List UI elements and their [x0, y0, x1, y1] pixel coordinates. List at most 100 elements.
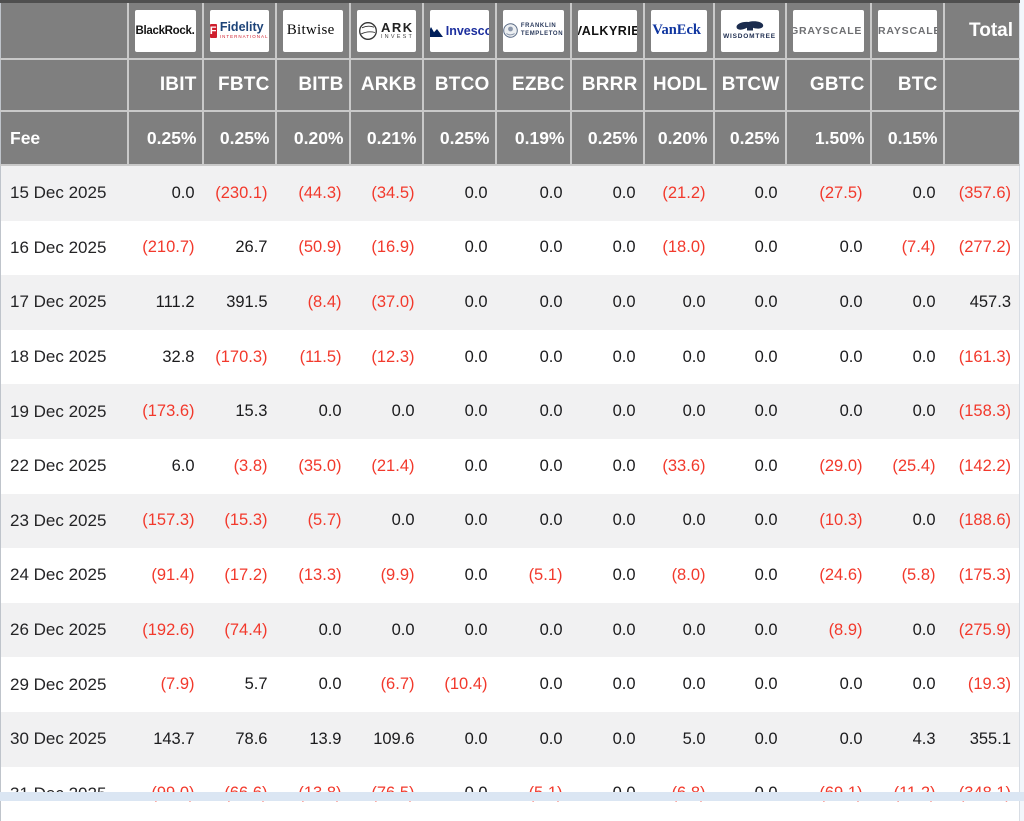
issuer-cell: Invesco — [422, 1, 497, 60]
franklin-portrait-icon — [503, 23, 518, 38]
flow-cell: (8.0) — [643, 548, 714, 603]
fidelity-logo: F Fidelity INTERNATIONAL — [209, 9, 269, 52]
fidelity-wordmark: Fidelity INTERNATIONAL — [220, 21, 269, 40]
ark-wordmark: ARK INVEST — [381, 21, 414, 41]
total-flow-cell: (161.3) — [943, 329, 1020, 385]
flow-cell: (5.7) — [275, 493, 350, 549]
flow-cell: 0.0 — [570, 493, 644, 549]
bitwise-logo: Bitwise ® — [282, 9, 343, 52]
flow-cell: 0.0 — [495, 602, 571, 658]
flow-cell: 0.0 — [870, 384, 944, 439]
page-background-strip — [0, 792, 1024, 801]
flow-cell: 0.0 — [570, 438, 644, 494]
ark-invest-label: INVEST — [380, 33, 415, 40]
flow-cell: (37.0) — [349, 275, 423, 330]
flow-cell: (192.6) — [127, 602, 203, 658]
flow-cell: (35.0) — [275, 438, 350, 494]
flow-cell: 109.6 — [349, 711, 423, 767]
flow-cell: (15.3) — [202, 493, 276, 549]
date-cell: 29 Dec 2025 — [0, 657, 128, 712]
flow-cell: 0.0 — [713, 384, 786, 439]
wisdomtree-name: WISDOMTREE — [723, 33, 776, 41]
flow-cell: 0.0 — [643, 602, 714, 658]
flow-cell: 0.0 — [643, 329, 714, 385]
fee-ARKB: 0.21% — [349, 111, 424, 166]
total-flow-cell: 355.1 — [943, 711, 1020, 767]
date-cell: 26 Dec 2025 — [0, 602, 128, 658]
flow-cell: 0.0 — [570, 275, 644, 330]
flow-cell: 0.0 — [570, 165, 644, 221]
total-flow-cell: (275.9) — [943, 602, 1020, 658]
flow-cell: 0.0 — [570, 711, 644, 767]
fee-IBIT: 0.25% — [127, 111, 204, 166]
valkyrie-logo: VALKYRIE — [577, 9, 637, 52]
ticker-BTCW: BTCW — [713, 59, 787, 112]
trademark-mark: ® — [862, 28, 863, 33]
flow-cell: 6.0 — [127, 438, 203, 494]
flow-cell: 32.8 — [127, 329, 203, 385]
flow-cell: 0.0 — [785, 329, 871, 385]
fee-BITB: 0.20% — [275, 111, 351, 166]
flow-cell: 0.0 — [870, 493, 944, 549]
flow-cell: (210.7) — [127, 220, 203, 276]
issuer-cell: GRAYSCALE® — [785, 1, 872, 60]
flow-cell: 0.0 — [495, 220, 571, 276]
valkyrie-wordmark: VALKYRIE — [577, 23, 637, 38]
date-cell: 22 Dec 2025 — [0, 438, 128, 494]
flow-cell: 15.3 — [202, 384, 276, 439]
fee-row: Fee 0.25% 0.25% 0.20% 0.21% 0.25% 0.19% 0.25% 0.… — [0, 111, 1020, 166]
total-header: Total — [943, 1, 1020, 60]
ticker-BRRR: BRRR — [570, 59, 645, 112]
date-cell: 16 Dec 2025 — [0, 220, 128, 276]
flow-cell: 0.0 — [785, 657, 871, 712]
flow-cell: (21.4) — [349, 438, 423, 494]
ticker-IBIT: IBIT — [127, 59, 204, 112]
flow-cell: 0.0 — [422, 275, 496, 330]
flow-cell: 0.0 — [713, 711, 786, 767]
fidelity-name: Fidelity — [219, 20, 264, 35]
fee-BTC: 0.15% — [870, 111, 945, 166]
flow-cell: 0.0 — [349, 384, 423, 439]
vaneck-logo: VanEck ® — [650, 9, 707, 52]
franklin-line: FRANKLIN — [520, 23, 557, 30]
flow-cell: (27.5) — [785, 165, 871, 221]
fidelity-international-label: INTERNATIONAL — [219, 34, 269, 40]
ticker-FBTC: FBTC — [202, 59, 277, 112]
flow-cell: (8.4) — [275, 275, 350, 330]
flow-cell: 143.7 — [127, 711, 203, 767]
date-cell: 24 Dec 2025 — [0, 548, 128, 603]
table-row: 22 Dec 2025 6.0 (3.8) (35.0) (21.4) 0.0 0.0 0.0… — [0, 438, 1020, 494]
flow-cell: (17.2) — [202, 548, 276, 603]
table-row: 16 Dec 2025 (210.7) 26.7 (50.9) (16.9) 0.0 0.0… — [0, 220, 1020, 276]
flow-cell: 0.0 — [713, 438, 786, 494]
flow-cell: 0.0 — [570, 220, 644, 276]
flow-cell: (91.4) — [127, 548, 203, 603]
issuer-cell: F Fidelity INTERNATIONAL — [202, 1, 277, 60]
total-flow-cell: 457.3 — [943, 275, 1020, 330]
flow-cell: 0.0 — [570, 548, 644, 603]
ticker-row: IBIT FBTC BITB ARKB BTCO EZBC BRRR HODL BTCW GBTC… — [0, 59, 1020, 112]
flow-cell: 0.0 — [870, 657, 944, 712]
flow-cell: (29.0) — [785, 438, 871, 494]
flow-cell: (170.3) — [202, 329, 276, 385]
issuer-cell: WISDOMTREE — [713, 1, 787, 60]
flow-cell: (6.7) — [349, 657, 423, 712]
flow-cell: 0.0 — [643, 275, 714, 330]
trademark-mark: ® — [334, 27, 339, 33]
total-flow-cell: (357.6) — [943, 165, 1020, 221]
wisdomtree-tree-icon — [733, 20, 767, 33]
total-flow-cell: (158.3) — [943, 384, 1020, 439]
ticker-EZBC: EZBC — [495, 59, 572, 112]
issuer-cell: VanEck ® — [643, 1, 715, 60]
issuer-cell: Bitwise ® — [275, 1, 351, 60]
flow-cell: 0.0 — [713, 602, 786, 658]
flow-cell: 0.0 — [785, 220, 871, 276]
flow-cell: 0.0 — [570, 384, 644, 439]
flow-cell: 0.0 — [643, 493, 714, 549]
grayscale-logo: GRAYSCALE® — [877, 9, 937, 52]
flow-cell: (24.6) — [785, 548, 871, 603]
ark-name: ARK — [380, 19, 414, 35]
ticker-BTCO: BTCO — [422, 59, 497, 112]
flow-cell: (33.6) — [643, 438, 714, 494]
